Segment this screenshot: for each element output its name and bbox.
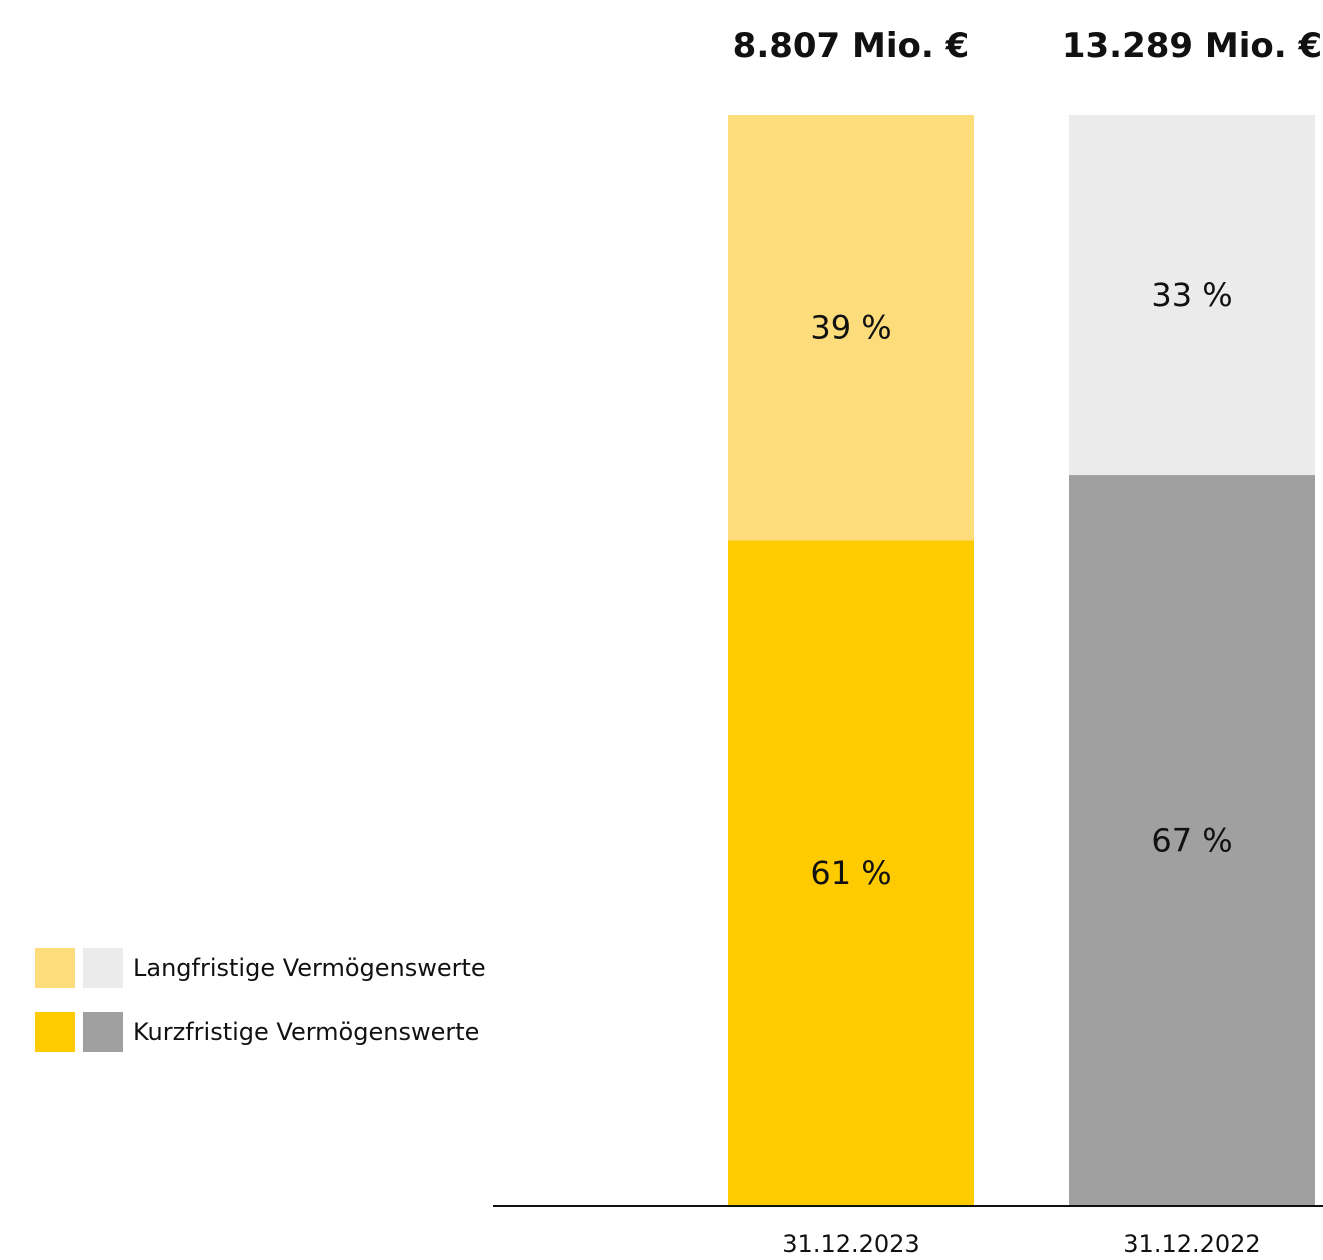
data-label-kurzfristig-0: 61 % (810, 854, 891, 892)
bar-langfristig-1 (1069, 115, 1315, 476)
data-label-langfristig-1: 33 % (1151, 276, 1232, 314)
legend-label-langfristig: Langfristige Vermögenswerte (133, 954, 486, 982)
legend-item-langfristig: Langfristige Vermögenswerte (35, 948, 486, 988)
bar-kurzfristig-1 (1069, 475, 1315, 1206)
data-label-langfristig-0: 39 % (810, 309, 891, 347)
bar-langfristig-0 (728, 115, 974, 541)
labels-layer: 61 % 39 % 8.807 Mio. € 31.12.2023 67 % 33 % 13… (733, 26, 1322, 1258)
total-label-0: 8.807 Mio. € (733, 26, 970, 66)
legend-swatch-kurzfristig-2022 (83, 1012, 123, 1052)
category-label-1: 31.12.2022 (1123, 1230, 1260, 1258)
category-label-0: 31.12.2023 (782, 1230, 919, 1258)
legend-swatch-langfristig-2022 (83, 948, 123, 988)
legend: Langfristige Vermögenswerte Kurzfristige… (35, 948, 486, 1076)
legend-item-kurzfristig: Kurzfristige Vermögenswerte (35, 1012, 486, 1052)
legend-label-kurzfristig: Kurzfristige Vermögenswerte (133, 1018, 480, 1046)
legend-swatch-kurzfristig-2023 (35, 1012, 75, 1052)
total-label-1: 13.289 Mio. € (1062, 26, 1322, 66)
bars-layer (728, 115, 1315, 1206)
bar-kurzfristig-0 (728, 540, 974, 1206)
legend-swatch-langfristig-2023 (35, 948, 75, 988)
data-label-kurzfristig-1: 67 % (1151, 822, 1232, 860)
